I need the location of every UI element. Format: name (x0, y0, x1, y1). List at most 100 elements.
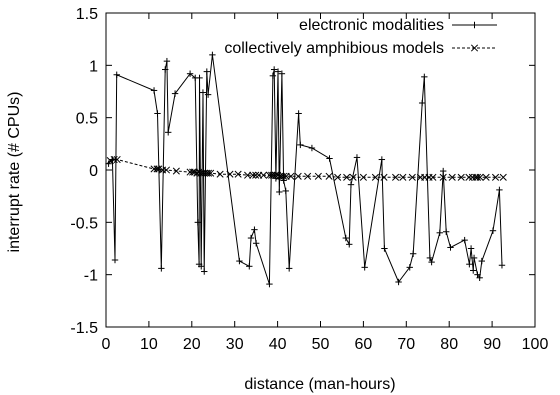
data-point (282, 187, 289, 195)
y-tick-label: 1 (89, 58, 98, 75)
data-point (343, 173, 351, 181)
marker-stroke (499, 173, 507, 181)
marker-stroke (162, 166, 171, 174)
data-point (499, 173, 507, 181)
y-tick-label: -1 (84, 268, 98, 285)
data-point (287, 172, 295, 180)
data-point (353, 154, 361, 161)
marker-stroke (465, 173, 473, 181)
data-point (461, 236, 468, 244)
data-point (189, 168, 197, 176)
data-point (271, 171, 280, 179)
data-point (207, 169, 215, 177)
data-point (325, 172, 333, 180)
data-point (199, 89, 207, 96)
data-point (334, 173, 342, 181)
marker-stroke (476, 173, 484, 181)
x-tick-label: 80 (440, 336, 458, 353)
data-point (308, 144, 316, 152)
data-point (421, 73, 428, 81)
data-point (204, 91, 212, 98)
marker-stroke (216, 170, 224, 178)
marker-stroke (287, 172, 295, 180)
marker-stroke (189, 168, 197, 176)
marker-stroke (392, 173, 400, 181)
marker-stroke (226, 170, 234, 178)
data-point (498, 262, 506, 269)
data-point (468, 173, 476, 181)
marker-stroke (482, 173, 490, 181)
data-point (439, 173, 447, 181)
data-point (470, 254, 478, 262)
data-point (259, 171, 267, 179)
data-point (278, 70, 286, 77)
y-tick-label: 0.5 (76, 111, 98, 128)
data-point (196, 74, 203, 82)
marker-stroke (470, 44, 479, 52)
data-point (203, 68, 211, 75)
marker-stroke (491, 173, 500, 181)
data-point (466, 261, 473, 268)
data-point (171, 90, 179, 97)
marker-stroke (304, 172, 312, 180)
data-point (158, 265, 165, 272)
data-point (478, 257, 486, 265)
y-axis-label: interrupt rate (# CPUs) (6, 92, 23, 253)
marker-stroke (294, 172, 302, 180)
data-point (371, 173, 379, 181)
legend-label-series-1: electronic modalities (299, 17, 444, 34)
data-point (378, 156, 386, 163)
marker-stroke (325, 172, 333, 180)
data-point (439, 167, 447, 175)
marker-stroke (259, 171, 267, 179)
data-point (482, 173, 490, 181)
data-point (172, 167, 180, 175)
marker-stroke (274, 171, 282, 179)
data-point (418, 99, 426, 107)
legend-marker (470, 44, 479, 52)
data-point (234, 170, 242, 178)
marker-stroke (271, 171, 280, 179)
legend: electronic modalities collectively amphi… (224, 17, 497, 57)
data-point (346, 241, 353, 248)
data-point (252, 171, 260, 179)
data-point (428, 258, 435, 266)
data-point (426, 254, 434, 262)
marker-stroke (399, 173, 407, 181)
legend-sample-series-1 (452, 21, 497, 29)
data-point (111, 256, 119, 264)
series-layer (105, 51, 507, 288)
marker-stroke (244, 171, 252, 179)
x-tick-label: 50 (312, 336, 330, 353)
y-tick-label: -0.5 (70, 215, 98, 232)
x-tick-label: 0 (102, 336, 111, 353)
axes (105, 12, 536, 328)
series-line-2 (110, 159, 504, 178)
data-point (153, 165, 161, 173)
marker-stroke (314, 172, 322, 180)
data-point (198, 263, 205, 270)
data-point (349, 173, 357, 181)
tick-labels: 0 10 20 30 40 50 60 70 80 90 100 -1.5 -1 -0.5 0 0.5 1 1.5 (70, 6, 548, 353)
marker-stroke (343, 173, 351, 181)
marker-stroke (380, 173, 388, 181)
data-point (476, 274, 483, 282)
data-point (395, 278, 402, 286)
data-point (465, 173, 473, 181)
data-point (246, 263, 253, 270)
data-point (162, 166, 171, 174)
data-point (251, 226, 258, 233)
marker-stroke (249, 171, 257, 179)
data-point (467, 245, 475, 252)
data-point (249, 171, 257, 179)
data-point (186, 70, 194, 77)
marker-stroke (429, 173, 437, 181)
data-point (491, 173, 500, 181)
data-point (165, 129, 172, 136)
data-point (280, 172, 288, 180)
data-point (285, 265, 293, 272)
data-point (113, 71, 120, 78)
x-tick-label: 10 (140, 336, 158, 353)
data-point (154, 110, 161, 117)
data-point (295, 110, 302, 117)
